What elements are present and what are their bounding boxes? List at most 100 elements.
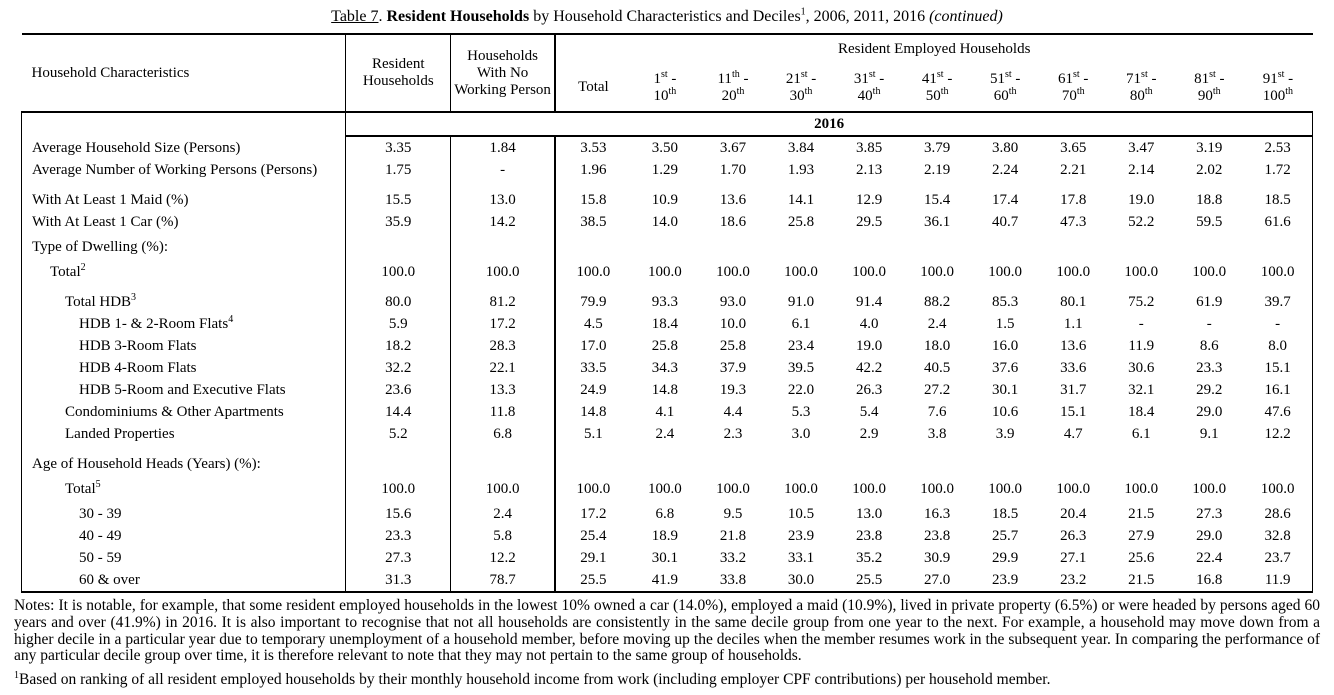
cell: 21.5 xyxy=(1128,505,1155,522)
cell: 30.6 xyxy=(1128,359,1155,376)
cell: 1.75 xyxy=(345,159,451,181)
cell xyxy=(553,233,631,258)
row-label: Total2 xyxy=(20,258,346,283)
table-row: With At Least 1 Car (%) 35.9 14.2 38.5 14.0 1… xyxy=(20,211,1314,233)
cell: 39.7 xyxy=(1243,283,1314,313)
cell: 23.8 xyxy=(855,527,883,544)
cell: 35.9 xyxy=(345,211,451,233)
cell: 100.0 xyxy=(1192,480,1227,497)
cell: 75.2 xyxy=(1128,293,1155,310)
cell: 100.0 xyxy=(784,263,818,280)
cell: 33.6 xyxy=(1060,359,1087,376)
cell xyxy=(631,445,699,475)
cell: 17.8 xyxy=(1060,191,1087,208)
table-row: Average Number of Working Persons (Perso… xyxy=(20,159,1314,181)
cell: 29.9 xyxy=(992,549,1019,566)
cell: 18.0 xyxy=(923,337,951,354)
cell: 100.0 xyxy=(1243,258,1314,283)
cell: 93.3 xyxy=(651,293,679,310)
cell: 1.72 xyxy=(1243,159,1314,181)
cell: 52.2 xyxy=(1128,213,1155,230)
footnote: 1Based on ranking of all resident employ… xyxy=(14,670,1051,689)
cell: 79.9 xyxy=(553,283,631,313)
cell: 18.9 xyxy=(651,527,679,544)
cell xyxy=(1039,233,1107,258)
cell: 15.8 xyxy=(553,181,631,211)
cell: 7.6 xyxy=(927,403,947,420)
cell: 33.2 xyxy=(719,549,747,566)
cell: 3.84 xyxy=(787,139,815,156)
row-label: HDB 4-Room Flats xyxy=(20,357,346,379)
cell: 3.85 xyxy=(855,139,883,156)
row-label: Average Number of Working Persons (Perso… xyxy=(20,159,346,181)
cell: 5.3 xyxy=(791,403,811,420)
cell: 10.5 xyxy=(787,505,815,522)
cell: 80.1 xyxy=(1060,293,1087,310)
cell: 23.4 xyxy=(787,337,815,354)
cell: 13.6 xyxy=(719,191,747,208)
cell: 25.5 xyxy=(835,569,904,593)
cell: 47.3 xyxy=(1060,213,1087,230)
row-label: 60 & over xyxy=(20,569,346,593)
cell: 15.5 xyxy=(345,181,451,211)
cell: 100.0 xyxy=(852,263,886,280)
cell: 100.0 xyxy=(1056,263,1091,280)
cell: 4.5 xyxy=(553,313,631,335)
cell: 2.3 xyxy=(723,425,743,442)
table-row: HDB 4-Room Flats 32.2 22.1 33.5 34.3 37.9 39.5… xyxy=(20,357,1314,379)
cell: 9.5 xyxy=(723,505,743,522)
cell: 59.5 xyxy=(1196,213,1223,230)
cell: 2.4 xyxy=(450,500,555,525)
cell: 2.13 xyxy=(855,161,883,178)
col-header-decile-11-20: 11th -20th xyxy=(698,64,767,113)
cell: 25.6 xyxy=(1128,549,1155,566)
cell: 11.9 xyxy=(1128,337,1155,354)
cell: 38.5 xyxy=(553,211,631,233)
cell: 9.1 xyxy=(1199,425,1219,442)
cell: 5.4 xyxy=(859,403,879,420)
cell: 100.0 xyxy=(648,480,682,497)
cell: 11.8 xyxy=(450,401,555,423)
table-row: 50 - 59 27.3 12.2 29.1 30.1 33.2 33.1 35.2 30.9 2… xyxy=(20,547,1314,569)
year-band: 2016 xyxy=(345,112,1313,137)
cell: 100.0 xyxy=(988,480,1023,497)
cell: 23.7 xyxy=(1243,547,1314,569)
cell xyxy=(1243,445,1314,475)
title-continued: (continued) xyxy=(929,8,1003,25)
cell: 14.0 xyxy=(651,213,679,230)
cell xyxy=(1107,233,1175,258)
cell: 1.5 xyxy=(995,315,1015,332)
cell: 30.0 xyxy=(767,569,836,593)
col-header-total: Total xyxy=(553,64,631,113)
cell: 80.0 xyxy=(345,283,451,313)
cell xyxy=(903,445,971,475)
row-label: Total5 xyxy=(20,475,346,500)
cell: 2.19 xyxy=(923,161,951,178)
cell: 16.3 xyxy=(923,505,951,522)
cell: 12.2 xyxy=(1243,423,1314,445)
cell: 93.0 xyxy=(719,293,747,310)
cell: 18.6 xyxy=(719,213,747,230)
cell: 15.1 xyxy=(1243,357,1314,379)
title-bold: Resident Households xyxy=(386,8,530,25)
cell: 100.0 xyxy=(345,475,451,500)
cell: 61.6 xyxy=(1243,211,1314,233)
cell: 18.5 xyxy=(992,505,1019,522)
col-header-decile-41-50: 41st -50th xyxy=(903,64,972,113)
cell: 23.6 xyxy=(345,379,451,401)
cell: 2.9 xyxy=(859,425,879,442)
row-label: Condominiums & Other Apartments xyxy=(20,401,346,423)
cell: 22.0 xyxy=(787,381,815,398)
cell: 18.2 xyxy=(345,335,451,357)
cell: 36.1 xyxy=(923,213,951,230)
cell: 88.2 xyxy=(923,293,951,310)
cell: 5.1 xyxy=(553,423,631,445)
cell: 16.8 xyxy=(1175,569,1244,593)
cell: 32.2 xyxy=(345,357,451,379)
cell: 3.53 xyxy=(553,136,631,159)
cell: 13.3 xyxy=(450,379,555,401)
cell: 100.0 xyxy=(450,258,555,283)
cell: 13.0 xyxy=(855,505,883,522)
col-header-characteristics: Household Characteristics xyxy=(21,33,346,113)
col-header-decile-31-40: 31st -40th xyxy=(835,64,904,113)
